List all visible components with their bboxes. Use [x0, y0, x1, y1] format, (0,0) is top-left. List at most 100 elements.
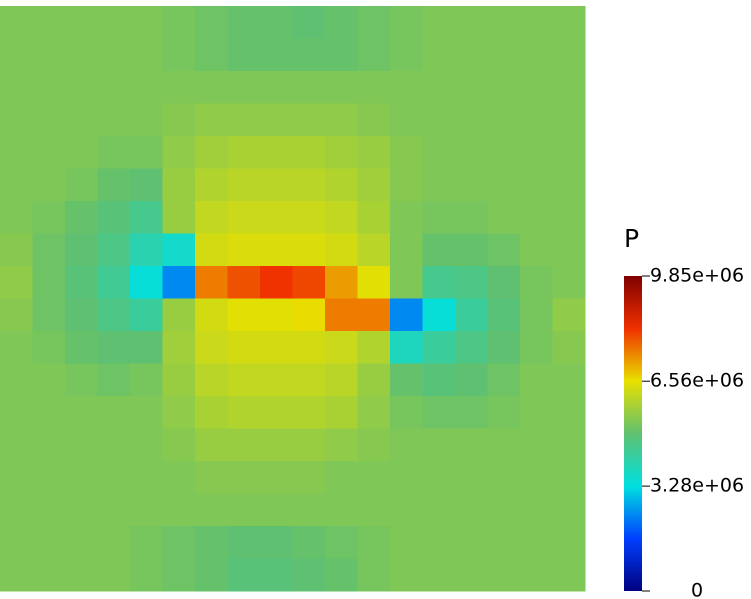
cell [422, 493, 456, 527]
cell [292, 461, 326, 495]
cell [455, 103, 489, 137]
cell [130, 103, 164, 137]
cell [97, 428, 131, 462]
cell [227, 558, 261, 592]
cell [552, 363, 586, 397]
cell [227, 363, 261, 397]
cell [325, 266, 359, 300]
cell [390, 266, 424, 300]
cell [552, 136, 586, 170]
cell [65, 558, 99, 592]
cell [97, 396, 131, 430]
cell [195, 298, 229, 332]
cell [325, 461, 359, 495]
cell [260, 363, 294, 397]
cell [325, 233, 359, 267]
cell [97, 331, 131, 365]
cell [520, 6, 554, 40]
cell [0, 233, 34, 267]
cell [32, 461, 66, 495]
cell [292, 428, 326, 462]
cell [32, 6, 66, 40]
cell [195, 136, 229, 170]
cell [32, 71, 66, 105]
cell [65, 6, 99, 40]
cell [422, 103, 456, 137]
cell [390, 233, 424, 267]
cell [97, 493, 131, 527]
cell [325, 103, 359, 137]
cell [552, 461, 586, 495]
cell [357, 558, 391, 592]
cell [357, 103, 391, 137]
cell [260, 201, 294, 235]
cell [227, 233, 261, 267]
cell [0, 526, 34, 560]
cell [552, 233, 586, 267]
cell [0, 6, 34, 40]
cell [422, 331, 456, 365]
cell [325, 298, 359, 332]
cell [32, 396, 66, 430]
cell [357, 461, 391, 495]
cell [487, 201, 521, 235]
cell [520, 461, 554, 495]
cell [520, 233, 554, 267]
cell [195, 493, 229, 527]
cell [32, 266, 66, 300]
cell [422, 363, 456, 397]
cell [357, 6, 391, 40]
cell [357, 233, 391, 267]
cell [97, 266, 131, 300]
cell [260, 6, 294, 40]
cell [227, 493, 261, 527]
cell [97, 6, 131, 40]
cell [97, 38, 131, 72]
cell [130, 461, 164, 495]
cell [552, 103, 586, 137]
cell [195, 103, 229, 137]
cell [390, 558, 424, 592]
cell [227, 331, 261, 365]
cell [162, 266, 196, 300]
cell [357, 331, 391, 365]
cell [130, 201, 164, 235]
cell [390, 71, 424, 105]
cell [292, 363, 326, 397]
cell [227, 168, 261, 202]
cell [292, 38, 326, 72]
cell [325, 38, 359, 72]
cell [195, 266, 229, 300]
cell [65, 266, 99, 300]
cell [195, 363, 229, 397]
cell [552, 71, 586, 105]
cell [520, 38, 554, 72]
cell [32, 331, 66, 365]
cell [260, 298, 294, 332]
cell [520, 168, 554, 202]
cell [390, 493, 424, 527]
cell [422, 298, 456, 332]
cell [390, 363, 424, 397]
cell [260, 233, 294, 267]
cell [32, 526, 66, 560]
cell [195, 331, 229, 365]
cell [260, 136, 294, 170]
cell [487, 396, 521, 430]
cell [552, 493, 586, 527]
cell [65, 396, 99, 430]
cell [292, 233, 326, 267]
cell [0, 201, 34, 235]
cell [32, 298, 66, 332]
cell [520, 363, 554, 397]
cell [487, 298, 521, 332]
cell [65, 493, 99, 527]
cell [195, 396, 229, 430]
cell [162, 168, 196, 202]
cell [487, 38, 521, 72]
cell [357, 38, 391, 72]
cell [357, 71, 391, 105]
cell [520, 136, 554, 170]
cell [260, 331, 294, 365]
cell [455, 558, 489, 592]
